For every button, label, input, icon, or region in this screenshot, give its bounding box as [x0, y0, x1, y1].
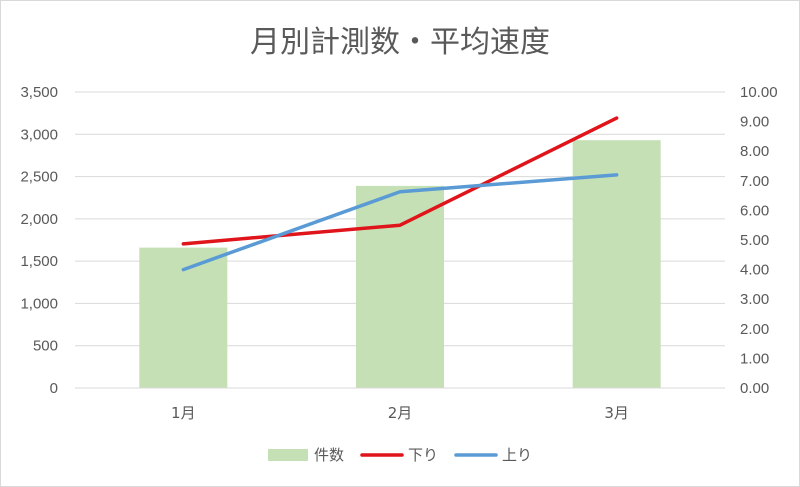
y-right-tick-label: 8.00 — [740, 143, 769, 160]
y-right-tick-label: 1.00 — [740, 350, 769, 367]
legend-label: 件数 — [314, 446, 344, 464]
legend-swatch — [268, 449, 308, 461]
y-right-tick-label: 5.00 — [740, 232, 769, 249]
y-left-tick-label: 3,500 — [20, 84, 58, 101]
y-right-tick-label: 9.00 — [740, 114, 769, 131]
right-axis: 0.00 1.00 2.00 3.00 4.00 5.00 6.00 7.00 8.00 9.00… — [740, 84, 778, 397]
legend-label: 上り — [502, 446, 532, 464]
x-axis: 1月 2月 3月 — [75, 387, 725, 422]
x-tick-label: 3月 — [604, 404, 629, 422]
series-line — [181, 116, 619, 246]
y-left-tick-label: 2,000 — [20, 211, 58, 228]
y-right-tick-label: 3.00 — [740, 291, 769, 308]
left-axis: 0 500 1,000 1,500 2,000 2,500 3,000 3,500 — [20, 84, 58, 397]
y-left-tick-label: 3,000 — [20, 126, 58, 143]
y-left-tick-label: 1,500 — [20, 253, 58, 270]
x-tick-label: 2月 — [388, 404, 413, 422]
bar — [572, 140, 661, 388]
series-line — [181, 173, 619, 272]
y-right-tick-label: 6.00 — [740, 202, 769, 219]
legend: 件数 下り 上り — [268, 446, 532, 464]
y-right-tick-label: 0.00 — [740, 380, 769, 397]
x-tick-label: 1月 — [171, 404, 196, 422]
y-right-tick-label: 2.00 — [740, 321, 769, 338]
y-right-tick-label: 4.00 — [740, 262, 769, 279]
y-left-tick-label: 500 — [33, 338, 58, 355]
chart-title: 月別計測数・平均速度 — [250, 25, 550, 60]
line-series — [181, 116, 619, 272]
y-left-tick-label: 1,000 — [20, 295, 58, 312]
y-right-tick-label: 10.00 — [740, 84, 778, 101]
y-left-tick-label: 2,500 — [20, 169, 58, 186]
y-right-tick-label: 7.00 — [740, 173, 769, 190]
y-left-tick-label: 0 — [50, 380, 58, 397]
bar — [356, 185, 444, 388]
legend-label: 下り — [408, 446, 438, 464]
